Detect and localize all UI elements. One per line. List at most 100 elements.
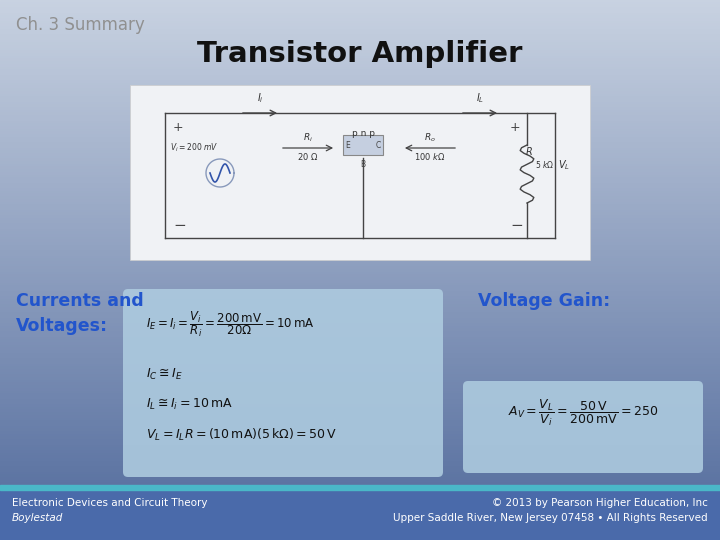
Bar: [0, 454, 720, 456]
Text: Transistor Amplifier: Transistor Amplifier: [197, 40, 523, 68]
Bar: [0, 505, 720, 508]
Bar: [0, 359, 720, 362]
Bar: [0, 297, 720, 300]
Bar: [0, 537, 720, 540]
Bar: [0, 235, 720, 238]
Bar: [0, 132, 720, 135]
Bar: [0, 275, 720, 278]
Bar: [0, 124, 720, 127]
Bar: [0, 464, 720, 467]
Bar: [0, 327, 720, 329]
FancyBboxPatch shape: [123, 289, 443, 477]
Text: $R_o$: $R_o$: [424, 132, 436, 144]
Bar: [0, 397, 720, 400]
Bar: [0, 467, 720, 470]
Bar: [0, 262, 720, 265]
Bar: [0, 481, 720, 483]
Text: Electronic Devices and Circuit Theory: Electronic Devices and Circuit Theory: [12, 498, 207, 508]
Bar: [0, 57, 720, 59]
Bar: [0, 459, 720, 462]
Text: $V_L$: $V_L$: [558, 158, 570, 172]
Text: $R_i$: $R_i$: [303, 132, 313, 144]
Bar: [0, 92, 720, 94]
Bar: [0, 432, 720, 435]
Bar: [0, 321, 720, 324]
Bar: [0, 526, 720, 529]
Bar: [0, 84, 720, 86]
Bar: [0, 435, 720, 437]
Bar: [0, 475, 720, 478]
Bar: [0, 370, 720, 373]
Text: −: −: [173, 218, 186, 233]
Bar: [0, 394, 720, 397]
Text: +: +: [173, 121, 184, 134]
Bar: [0, 22, 720, 24]
Bar: [0, 524, 720, 526]
Bar: [0, 14, 720, 16]
Bar: [0, 316, 720, 319]
Bar: [0, 356, 720, 359]
Bar: [0, 208, 720, 211]
Bar: [0, 30, 720, 32]
Text: $I_E = I_i = \dfrac{V_i}{R_i} = \dfrac{200\,\mathrm{mV}}{20\Omega} = 10\,\mathrm: $I_E = I_i = \dfrac{V_i}{R_i} = \dfrac{2…: [146, 309, 315, 339]
Bar: [0, 130, 720, 132]
Bar: [0, 194, 720, 197]
Bar: [0, 413, 720, 416]
Bar: [0, 354, 720, 356]
Bar: [0, 73, 720, 76]
Bar: [0, 246, 720, 248]
Bar: [0, 184, 720, 186]
Bar: [0, 529, 720, 532]
Text: $100\ k\Omega$: $100\ k\Omega$: [414, 152, 446, 163]
Bar: [0, 490, 720, 540]
Bar: [0, 259, 720, 262]
Bar: [0, 221, 720, 224]
Bar: [0, 162, 720, 165]
Bar: [0, 27, 720, 30]
Text: $I_L$: $I_L$: [476, 91, 484, 105]
Text: $I_L \cong I_i = 10\,\mathrm{mA}$: $I_L \cong I_i = 10\,\mathrm{mA}$: [146, 397, 233, 412]
Bar: [0, 256, 720, 259]
Bar: [0, 49, 720, 51]
Bar: [0, 389, 720, 392]
Bar: [0, 181, 720, 184]
Bar: [0, 521, 720, 524]
Bar: [0, 335, 720, 338]
Bar: [0, 178, 720, 181]
Bar: [0, 232, 720, 235]
Text: $V_L = I_L R = (10\,\mathrm{mA})(5\,\mathrm{k}\Omega) = 50\,\mathrm{V}$: $V_L = I_L R = (10\,\mathrm{mA})(5\,\mat…: [146, 427, 337, 443]
Bar: [0, 157, 720, 159]
Bar: [0, 165, 720, 167]
Bar: [0, 294, 720, 297]
Bar: [0, 362, 720, 364]
Bar: [0, 16, 720, 19]
Bar: [0, 116, 720, 119]
Bar: [0, 286, 720, 289]
Bar: [0, 386, 720, 389]
Bar: [0, 418, 720, 421]
Text: p n p: p n p: [351, 129, 374, 138]
Bar: [0, 340, 720, 343]
Bar: [0, 81, 720, 84]
Text: −: −: [510, 218, 523, 233]
Bar: [0, 8, 720, 11]
Bar: [0, 148, 720, 151]
Bar: [0, 518, 720, 521]
Bar: [0, 43, 720, 46]
Bar: [0, 122, 720, 124]
Bar: [0, 40, 720, 43]
Bar: [0, 302, 720, 305]
Bar: [0, 392, 720, 394]
Bar: [0, 364, 720, 367]
Bar: [0, 424, 720, 427]
Bar: [0, 378, 720, 381]
Bar: [0, 216, 720, 219]
Bar: [0, 508, 720, 510]
Text: Ch. 3 Summary: Ch. 3 Summary: [16, 16, 145, 34]
Bar: [0, 65, 720, 68]
Bar: [0, 186, 720, 189]
Bar: [0, 332, 720, 335]
Bar: [0, 159, 720, 162]
Bar: [0, 472, 720, 475]
Bar: [0, 46, 720, 49]
